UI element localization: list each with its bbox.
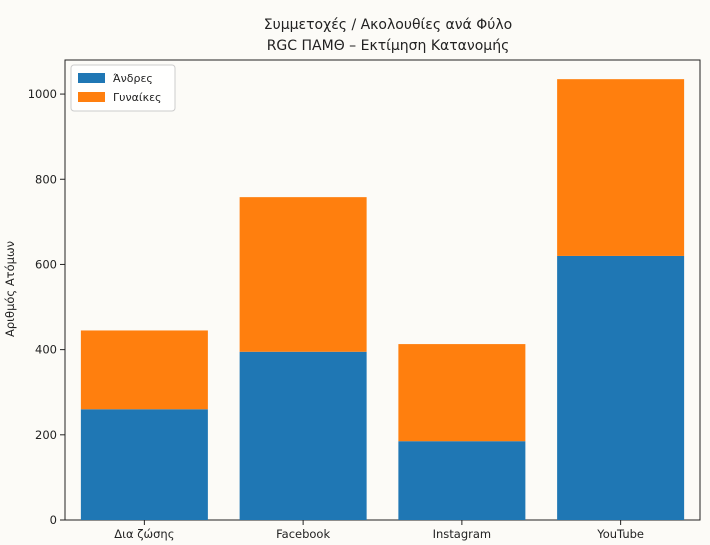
bar-men-0 <box>80 409 208 520</box>
bar-men-1 <box>239 351 367 520</box>
legend-label: Άνδρες <box>113 72 153 85</box>
y-tick-label: 600 <box>35 257 57 271</box>
y-tick-label: 800 <box>35 172 57 186</box>
y-axis-label: Αριθμός Ατόμων <box>3 241 17 337</box>
legend-label: Γυναίκες <box>113 91 162 104</box>
bar-women-1 <box>239 197 367 352</box>
legend: Άνδρες Γυναίκες <box>70 64 176 112</box>
chart-title: Συμμετοχές / Ακολουθίες ανά Φύλο <box>264 17 512 33</box>
legend-swatch <box>78 92 105 102</box>
bar-women-0 <box>80 330 208 410</box>
x-tick-label: Instagram <box>433 527 492 541</box>
bar-women-2 <box>398 344 526 442</box>
plot-frame <box>64 59 701 521</box>
bar-men-3 <box>557 255 685 521</box>
x-tick-label: YouTube <box>596 527 644 541</box>
y-tick-label: 1000 <box>28 87 57 101</box>
bar-men-2 <box>398 441 526 520</box>
plot-area: 0 200 400 600 800 1000 Δια ζώσης Facebook Instag… <box>28 59 701 541</box>
bar-women-3 <box>557 79 685 256</box>
chart-subtitle: RGC ΠΑΜΘ – Εκτίμηση Κατανομής <box>267 38 510 54</box>
y-tick-label: 200 <box>35 428 57 442</box>
y-tick-label: 400 <box>35 343 57 357</box>
x-tick-label: Δια ζώσης <box>114 527 174 541</box>
legend-swatch <box>78 73 105 83</box>
x-tick-label: Facebook <box>276 527 330 541</box>
y-tick-label: 0 <box>50 513 57 527</box>
